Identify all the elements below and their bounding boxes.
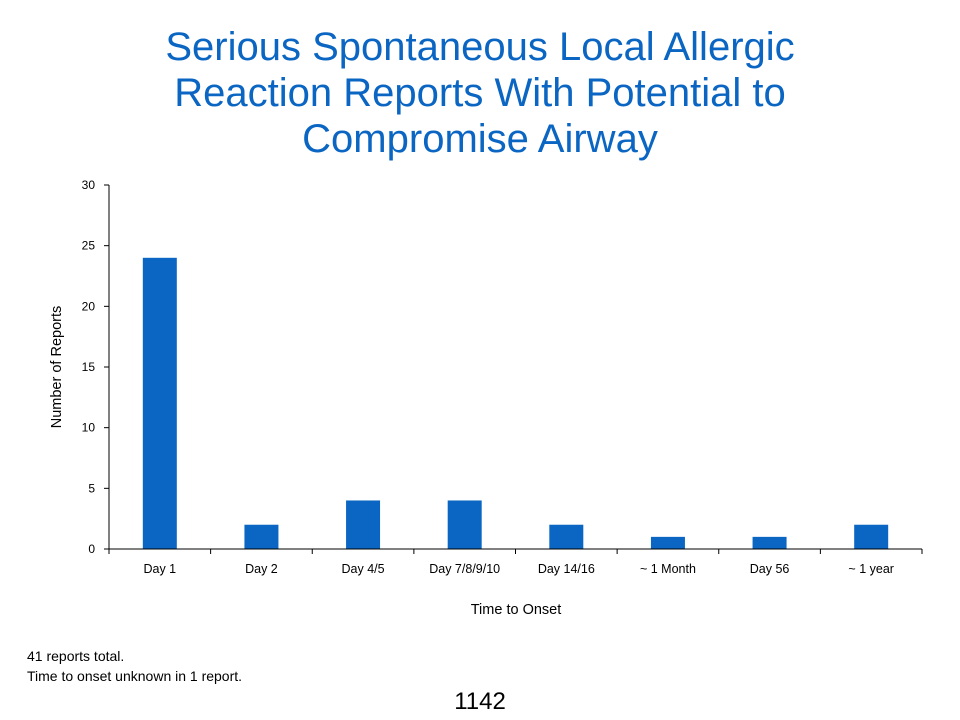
bar: [752, 536, 787, 549]
slide-number: 1142: [454, 688, 506, 715]
y-axis-title: Number of Reports: [49, 306, 65, 429]
y-tick-label: 25: [82, 239, 96, 253]
footnote-total: 41 reports total.: [27, 648, 125, 664]
slide-title: Serious Spontaneous Local Allergic React…: [40, 24, 920, 162]
x-category-label: ~ 1 Month: [640, 562, 696, 576]
x-category-label: Day 56: [750, 562, 790, 576]
slide-title-line-3: Compromise Airway: [302, 117, 658, 161]
bar: [650, 536, 685, 549]
y-tick-label: 30: [82, 178, 96, 192]
x-category-label: Day 4/5: [342, 562, 385, 576]
bar: [447, 500, 482, 549]
bars: [142, 257, 889, 549]
x-axis-labels: Day 1 Day 2 Day 4/5 Day 7/8/9/10 Day 14/16 ~ …: [143, 562, 893, 576]
bar: [854, 524, 889, 549]
slide-title-line-2: Reaction Reports With Potential to: [174, 71, 786, 115]
footnotes: 41 reports total. Time to onset unknown …: [27, 646, 242, 686]
y-tick-label: 5: [88, 481, 95, 495]
x-axis-title: Time to Onset: [471, 602, 562, 618]
x-category-label: Day 7/8/9/10: [429, 562, 500, 576]
y-tick-label: 10: [82, 421, 96, 435]
x-axis-ticks: [108, 549, 923, 554]
bar: [346, 500, 381, 549]
x-category-label: Day 14/16: [538, 562, 595, 576]
bar: [549, 524, 584, 549]
y-tick-label: 20: [82, 299, 96, 313]
y-tick-label: 0: [88, 542, 95, 556]
x-category-label: Day 1: [143, 562, 176, 576]
slide-title-line-1: Serious Spontaneous Local Allergic: [165, 25, 795, 69]
y-axis-ticks: 0 5 10 15 20 25 30: [82, 178, 109, 556]
y-tick-label: 15: [82, 360, 96, 374]
bar: [142, 257, 177, 549]
x-category-label: ~ 1 year: [848, 562, 894, 576]
footnote-unknown: Time to onset unknown in 1 report.: [27, 668, 243, 684]
x-category-label: Day 2: [245, 562, 278, 576]
bar: [244, 524, 279, 549]
